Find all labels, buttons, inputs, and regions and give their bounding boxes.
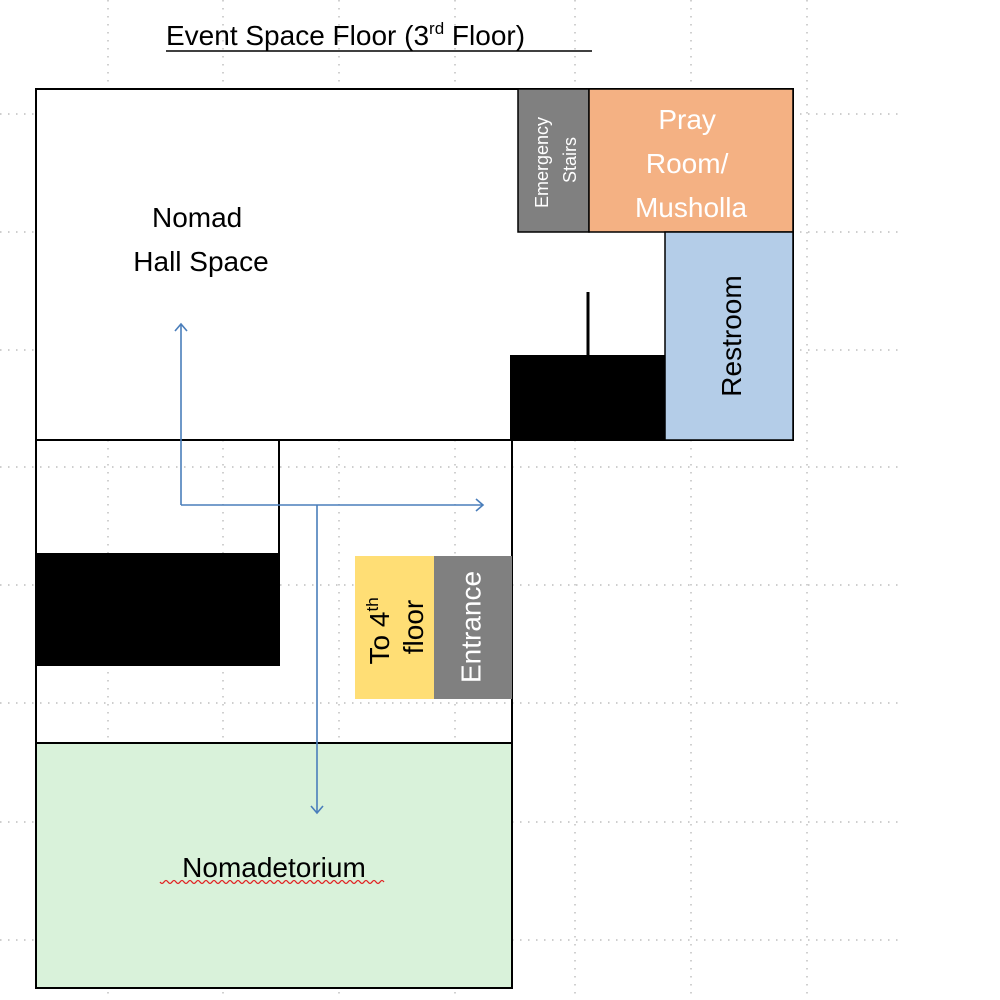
- route-arrows: [174, 322, 485, 815]
- emergency-stairs-label: Emergency Stairs: [532, 112, 580, 208]
- entrance-room: [434, 556, 512, 699]
- page-title: Event Space Floor (3rd Floor): [166, 19, 525, 51]
- to-4th-floor-stairs: [355, 556, 434, 699]
- restroom-room: [664, 231, 794, 441]
- pray-room: [588, 88, 794, 233]
- entrance-label: Entrance: [455, 571, 486, 683]
- pray-room-label: Pray Room/ Musholla: [635, 104, 747, 223]
- spellcheck-underline: [159, 879, 385, 885]
- nomadetorium-label: Nomadetorium: [182, 852, 366, 883]
- nomad-hall-label: Nomad Hall Space: [133, 202, 268, 277]
- restroom-label: Restroom: [716, 275, 747, 396]
- wall-block-lower: [36, 553, 280, 666]
- nomadetorium-room: [35, 742, 513, 989]
- wall-block-upper: [510, 355, 665, 439]
- to-4th-floor-label: To 4th floor: [353, 590, 429, 665]
